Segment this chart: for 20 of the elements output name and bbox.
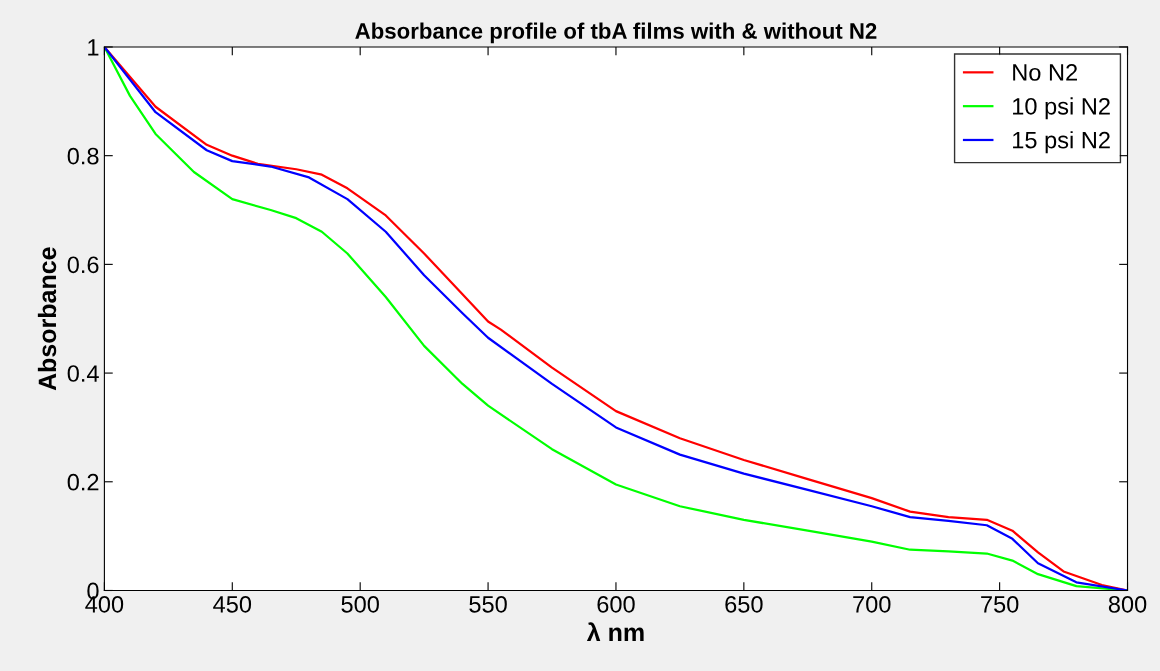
x-tick-label: 750 bbox=[981, 595, 1019, 613]
legend-label: No N2 bbox=[1013, 64, 1077, 81]
line-series bbox=[104, 46, 1128, 591]
y-tick-label: 1 bbox=[88, 39, 99, 56]
x-tick-label: 450 bbox=[213, 595, 252, 613]
y-tick-label: 0.6 bbox=[67, 256, 99, 274]
x-tick-label: 700 bbox=[853, 595, 891, 613]
y-tick-label: 0.8 bbox=[67, 147, 99, 165]
x-tick-label: 500 bbox=[341, 595, 379, 613]
legend-label: 10 psi N2 bbox=[1013, 97, 1110, 120]
x-tick-label: 600 bbox=[597, 595, 635, 613]
y-tick-label: 0.2 bbox=[67, 473, 99, 491]
x-axis-title: λ nm bbox=[586, 622, 644, 642]
chart-title: Absorbance profile of tbA films with & without N2 bbox=[355, 22, 877, 44]
y-axis-title: Absorbance bbox=[37, 247, 57, 391]
legend-label: 15 psi N2 bbox=[1013, 131, 1110, 154]
y-tick-label: 0.4 bbox=[67, 365, 99, 382]
x-tick-label: 550 bbox=[469, 595, 507, 613]
x-tick-label: 800 bbox=[1108, 595, 1147, 613]
x-tick-label: 650 bbox=[725, 595, 763, 613]
